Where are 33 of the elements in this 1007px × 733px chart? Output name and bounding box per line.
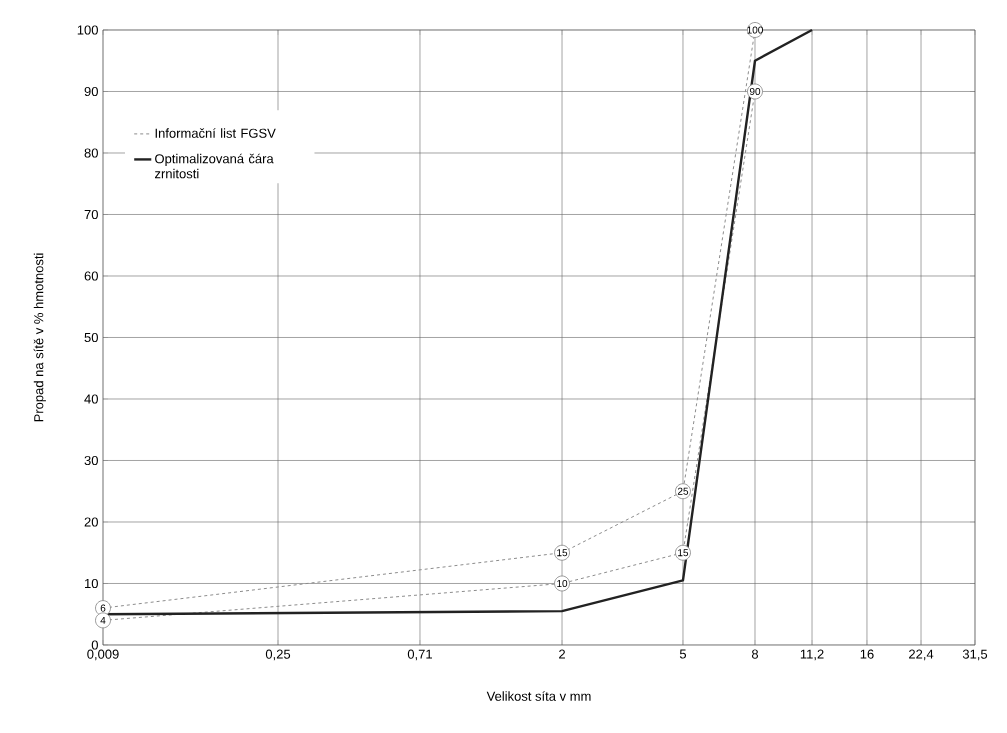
y-tick-label: 70 — [84, 209, 98, 220]
annotation: 90 — [749, 87, 761, 96]
x-tick-label: 5 — [679, 649, 687, 659]
annotation: 15 — [557, 549, 568, 557]
y-tick-label: 90 — [84, 86, 98, 97]
annotation: 4 — [100, 616, 106, 624]
y-tick-label: 20 — [84, 517, 98, 527]
legend-label: Informační list FGSV — [155, 128, 276, 138]
annotation: 6 — [100, 604, 106, 612]
y-axis-title: Propad na sítě v % hmotnosti — [33, 253, 46, 422]
y-tick-label: 80 — [84, 148, 98, 158]
x-axis-title: Velikost síta v mm — [486, 691, 591, 701]
x-tick-label: 31,5 — [962, 649, 988, 661]
x-tick-label: 0,71 — [407, 649, 432, 661]
y-tick-label: 100 — [77, 25, 98, 35]
x-tick-label: 11,2 — [800, 649, 824, 661]
y-tick-label: 10 — [85, 578, 98, 589]
x-tick-label: 0,25 — [265, 649, 291, 661]
x-tick-label: 16 — [860, 649, 874, 659]
annotation: 25 — [677, 487, 689, 495]
y-tick-label: 60 — [84, 271, 98, 281]
annotation: 100 — [747, 26, 763, 34]
x-tick-label: 2 — [559, 649, 565, 659]
y-tick-label: 0 — [91, 640, 98, 650]
x-tick-label: 0,009 — [87, 649, 119, 661]
legend-label: Optimalizovaná čára zrnitosti — [155, 153, 274, 179]
annotation: 15 — [678, 549, 689, 557]
y-tick-label: 30 — [84, 455, 98, 466]
annotation: 10 — [557, 579, 568, 588]
y-tick-label: 40 — [84, 394, 98, 404]
y-tick-label: 50 — [84, 332, 98, 343]
x-tick-label: 8 — [751, 649, 759, 659]
x-tick-label: 22,4 — [909, 649, 934, 661]
